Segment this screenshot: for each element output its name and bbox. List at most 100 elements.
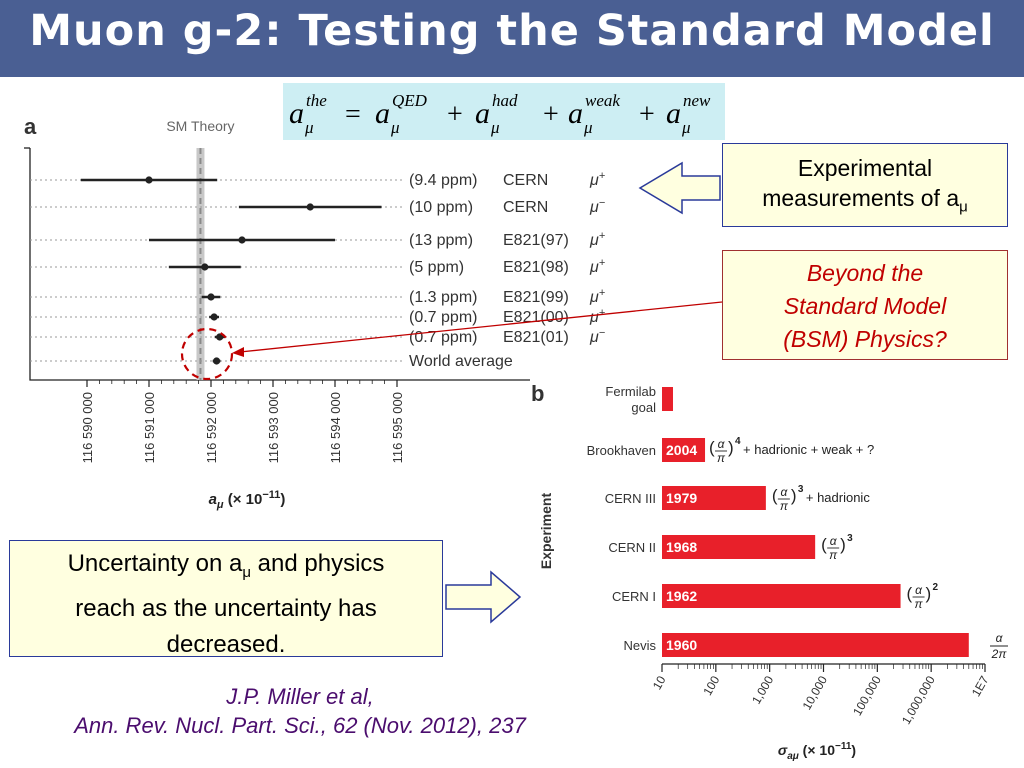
formula-term-subscript: μ bbox=[390, 118, 400, 137]
charge-superscript: + bbox=[599, 287, 606, 299]
formula-term-subscript: μ bbox=[583, 118, 593, 137]
formula-lhs-superscript: the bbox=[306, 91, 327, 110]
formula-term-base: a bbox=[475, 97, 490, 130]
title-bar bbox=[0, 0, 1024, 77]
muon-charge-label: μ+ bbox=[589, 257, 606, 276]
annotation-paren-open: ( bbox=[907, 584, 913, 603]
highlight-circle bbox=[180, 327, 234, 381]
bar bbox=[662, 535, 816, 559]
formula-term-base: a bbox=[568, 97, 583, 130]
annotation-alpha: α bbox=[718, 437, 726, 451]
x-tick-label: 116 595 000 bbox=[390, 392, 405, 463]
muon-charge-label: μ− bbox=[589, 197, 606, 216]
xlabel-subscript: μ bbox=[216, 499, 224, 511]
annotation-alpha: α bbox=[996, 631, 1004, 645]
muon-symbol: μ bbox=[589, 309, 599, 326]
x-tick-label: 1,000,000 bbox=[899, 673, 938, 727]
muon-symbol: μ bbox=[589, 232, 599, 249]
annotation-alpha: α bbox=[780, 485, 788, 499]
annotation-power: 3 bbox=[798, 484, 804, 495]
category-label: Fermilab bbox=[605, 384, 656, 399]
callout-subscript: μ bbox=[959, 198, 968, 216]
formula-lhs-subscript: μ bbox=[304, 118, 314, 137]
bsm-pointer-head bbox=[232, 347, 244, 357]
formula-equals: = bbox=[345, 99, 361, 130]
charge-superscript: + bbox=[599, 257, 606, 269]
precision-label: (5 ppm) bbox=[409, 259, 464, 276]
chart-a-panel-label: a bbox=[24, 114, 37, 139]
annotation-paren-close: ) bbox=[728, 438, 734, 457]
muon-symbol: μ bbox=[589, 172, 599, 189]
x-tick-label: 116 590 000 bbox=[80, 392, 95, 463]
muon-symbol: μ bbox=[589, 289, 599, 306]
formula-term-base: a bbox=[666, 97, 681, 130]
charge-superscript: + bbox=[599, 170, 606, 182]
experiment-label: E821(99) bbox=[503, 289, 569, 306]
category-label: CERN III bbox=[605, 491, 656, 506]
annotation-pi: π bbox=[829, 548, 838, 562]
muon-charge-label: μ+ bbox=[589, 170, 606, 189]
bar bbox=[662, 438, 706, 462]
callout-text: Beyond the bbox=[806, 260, 924, 286]
annotation-power: 4 bbox=[735, 436, 741, 447]
xlabel-exponent: −11 bbox=[835, 741, 852, 752]
bar bbox=[662, 584, 901, 608]
right-block-arrow bbox=[445, 570, 522, 624]
charge-superscript: − bbox=[599, 197, 606, 209]
xlabel-exponent: −11 bbox=[262, 489, 280, 501]
chart-b-ylabel: Experiment bbox=[538, 493, 554, 570]
x-tick-label: 1E7 bbox=[969, 673, 992, 699]
experiment-label: E821(98) bbox=[503, 259, 569, 276]
muon-symbol: μ bbox=[589, 199, 599, 216]
data-point bbox=[216, 333, 224, 341]
annotation-text: + hadrionic + weak + ? bbox=[743, 442, 874, 457]
x-tick-label: 116 591 000 bbox=[142, 392, 157, 463]
annotation-power: 2 bbox=[933, 582, 939, 593]
annotation-power: 3 bbox=[847, 533, 853, 544]
annotation-paren-open: ( bbox=[709, 438, 715, 457]
annotation-paren-close: ) bbox=[791, 486, 797, 505]
reference-authors: J.P. Miller et al, bbox=[226, 684, 374, 709]
category-label: CERN II bbox=[608, 540, 656, 555]
formula-plus: + bbox=[447, 99, 463, 130]
data-point bbox=[210, 313, 218, 321]
precision-label: (1.3 ppm) bbox=[409, 289, 477, 306]
charge-superscript: + bbox=[599, 307, 606, 319]
callout-text: Experimental bbox=[797, 155, 933, 181]
reference-journal: Ann. Rev. Nucl. Part. Sci., 62 (Nov. 201… bbox=[74, 713, 526, 738]
muon-charge-label: μ− bbox=[589, 327, 606, 346]
annotation-paren-close: ) bbox=[840, 535, 846, 554]
callout-text: reach as the uncertainty has bbox=[75, 594, 377, 622]
formula-term-subscript: μ bbox=[490, 118, 500, 137]
callout-subscript: μ bbox=[242, 563, 251, 581]
bar-year-label: 1962 bbox=[666, 588, 697, 604]
data-point bbox=[238, 236, 246, 244]
data-point bbox=[306, 203, 314, 211]
category-label: goal bbox=[631, 400, 656, 415]
category-label: Brookhaven bbox=[587, 443, 656, 458]
formula-term-superscript: new bbox=[683, 91, 711, 110]
formula-term-base: a bbox=[375, 97, 390, 130]
bsm-physics-callout: Beyond the Standard Model (BSM) Physics? bbox=[722, 250, 1008, 360]
category-label: CERN I bbox=[612, 589, 656, 604]
sm-theory-label: SM Theory bbox=[166, 118, 234, 134]
x-tick-label: 1,000 bbox=[749, 673, 776, 706]
annotation-pi: π bbox=[717, 451, 726, 465]
data-point bbox=[201, 263, 209, 271]
annotation-paren-open: ( bbox=[821, 535, 827, 554]
xlabel-close: ) bbox=[851, 742, 856, 758]
chart-b-panel-label: b bbox=[531, 381, 544, 406]
xlabel-symbol: σ bbox=[778, 742, 788, 758]
precision-label: (13 ppm) bbox=[409, 232, 473, 249]
chart-a-xlabel: aμ (× 10−11) bbox=[209, 489, 286, 511]
bar bbox=[662, 633, 969, 657]
x-tick-label: 100 bbox=[700, 673, 722, 698]
experiment-label: E821(97) bbox=[503, 232, 569, 249]
bar-year-label: 1979 bbox=[666, 490, 697, 506]
annotation-paren-open: ( bbox=[772, 486, 778, 505]
data-point bbox=[145, 176, 153, 184]
muon-symbol: μ bbox=[589, 329, 599, 346]
reference-citation: J.P. Miller et al, Ann. Rev. Nucl. Part.… bbox=[20, 682, 580, 740]
x-tick-label: 10 bbox=[650, 673, 669, 692]
